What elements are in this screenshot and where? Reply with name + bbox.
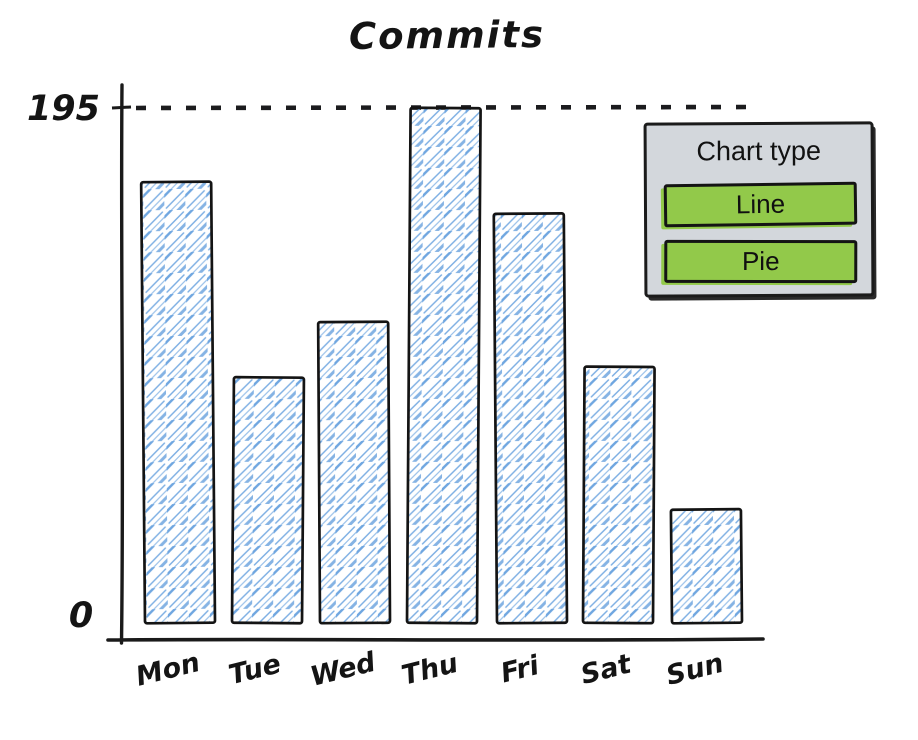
x-axis-line [106, 637, 765, 642]
bar-fri [492, 212, 569, 625]
x-axis-label-tue: Tue [226, 648, 284, 691]
bar-sat [581, 365, 656, 625]
line-chart-button[interactable]: Line [663, 181, 858, 228]
bar-mon [139, 180, 217, 625]
bar-tue [230, 375, 306, 625]
x-axis-labels-group: Mon Tue Wed Thu Fri Sat Sun [133, 647, 727, 693]
bar-sun [669, 507, 744, 625]
y-axis-max-tick [111, 105, 132, 110]
x-axis-label-fri: Fri [498, 650, 543, 689]
chart-type-panel: Chart type Line Pie [643, 121, 875, 298]
y-axis-line [119, 83, 125, 645]
bar-wed [316, 320, 392, 625]
chart-type-panel-title: Chart type [696, 135, 822, 167]
x-axis-label-thu: Thu [399, 648, 462, 692]
y-axis-zero-tick-label: 0 [68, 596, 94, 636]
bar-thu [405, 106, 482, 625]
x-axis-label-wed: Wed [307, 647, 379, 693]
bars-group [139, 106, 744, 625]
pie-chart-button[interactable]: Pie [664, 239, 858, 284]
y-axis-max-tick-label: 195 [26, 89, 100, 129]
x-axis-label-sat: Sat [578, 648, 636, 691]
x-axis-label-mon: Mon [133, 647, 203, 693]
x-axis-label-sun: Sun [663, 648, 727, 692]
